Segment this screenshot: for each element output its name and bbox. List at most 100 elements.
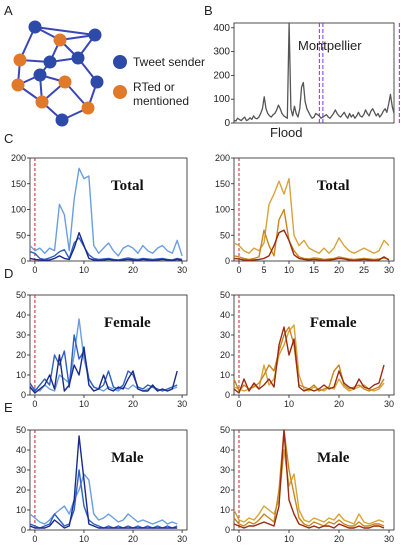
- x-tick-label: 0: [32, 265, 37, 275]
- x-tick-label: 20: [334, 265, 344, 275]
- x-tick-label: 25: [359, 265, 369, 275]
- y-tick-label: 0: [224, 118, 230, 129]
- y-tick-label: 40: [16, 310, 26, 320]
- y-tick-label: 0: [225, 525, 230, 535]
- y-tick-label: 50: [16, 425, 26, 435]
- y-tick-label: 50: [220, 230, 230, 240]
- legend-sender-marker: [113, 55, 127, 69]
- network-node-sender: [90, 75, 104, 89]
- x-tick-label: 20: [128, 265, 138, 275]
- y-tick-label: 40: [220, 445, 230, 455]
- x-tick-label: 0: [236, 399, 241, 409]
- series-line-1: [29, 167, 183, 257]
- series-line-1: [29, 473, 178, 525]
- x-tick-label: 10: [79, 265, 89, 275]
- y-tick-label: 50: [220, 290, 230, 300]
- y-tick-label: 30: [220, 465, 230, 475]
- annotation-flood: Flood: [270, 125, 303, 140]
- x-tick-label: 0: [32, 534, 37, 544]
- y-tick-label: 20: [16, 485, 26, 495]
- plot-frame: [233, 294, 395, 396]
- x-tick-label: 30: [384, 399, 394, 409]
- network-node-rted: [81, 101, 95, 115]
- y-tick-label: 200: [215, 153, 230, 163]
- y-tick-label: 10: [220, 370, 230, 380]
- y-tick-label: 10: [16, 370, 26, 380]
- network-diagram: [11, 20, 104, 127]
- panel-b-chart: 0 100 200 300 400: [213, 22, 400, 129]
- series-line-3: [233, 429, 385, 529]
- panel-title: Male: [317, 450, 350, 466]
- series-line-2: [233, 326, 385, 392]
- panel-d-right-chart: 0 10 20 30 40 50 0 10 20 30 Female: [220, 290, 395, 409]
- series-line-3: [29, 346, 178, 394]
- network-node-rted: [11, 78, 25, 92]
- annotation-montpellier: Montpellier: [298, 38, 362, 53]
- y-tick-label: 30: [16, 330, 26, 340]
- network-node-sender: [88, 28, 102, 42]
- network-node-rted: [35, 95, 49, 109]
- x-tick-label: 20: [334, 399, 344, 409]
- plot-frame: [233, 429, 395, 531]
- y-tick-label: 100: [215, 205, 230, 215]
- y-tick-label: 0: [225, 390, 230, 400]
- panel-label-e: E: [4, 400, 13, 415]
- y-tick-label: 10: [220, 505, 230, 515]
- x-tick-label: 10: [284, 265, 294, 275]
- series-line-2: [233, 208, 390, 261]
- y-tick-label: 0: [21, 390, 26, 400]
- x-tick-label: 10: [79, 399, 89, 409]
- x-tick-label: 5: [261, 265, 266, 275]
- panel-c-right-chart: 0 50 100 150 200 0 5 10 15 20 25 30 Total: [215, 153, 395, 275]
- panel-title: Total: [317, 178, 350, 194]
- series-line-2: [233, 429, 385, 527]
- series-line-2: [29, 237, 183, 261]
- y-tick-label: 300: [213, 47, 230, 58]
- x-tick-label: 20: [334, 534, 344, 544]
- y-tick-label: 40: [16, 445, 26, 455]
- y-tick-label: 30: [220, 330, 230, 340]
- panel-label-d: D: [4, 266, 13, 281]
- y-tick-label: 50: [16, 230, 26, 240]
- panel-title: Female: [104, 315, 151, 331]
- network-node-rted: [58, 75, 72, 89]
- x-tick-label: 30: [177, 265, 187, 275]
- series-line-3: [233, 326, 385, 394]
- plot-frame: [29, 157, 188, 262]
- series-line-1: [233, 22, 395, 122]
- y-tick-label: 30: [16, 465, 26, 475]
- x-tick-label: 10: [284, 399, 294, 409]
- legend-rted-label-1: RTed or: [133, 80, 175, 94]
- panel-label-c: C: [4, 131, 13, 146]
- x-tick-label: 10: [284, 534, 294, 544]
- legend-sender-label: Tweet sender: [133, 55, 205, 69]
- plot-frame: [29, 294, 188, 396]
- network-node-sender: [71, 51, 85, 65]
- plot-frame: [233, 22, 395, 124]
- y-tick-label: 100: [213, 94, 230, 105]
- x-tick-label: 0: [236, 534, 241, 544]
- plot-frame: [29, 429, 188, 531]
- y-tick-label: 50: [220, 425, 230, 435]
- y-tick-label: 0: [225, 256, 230, 266]
- network-node-sender: [55, 113, 69, 127]
- panel-e-right-chart: 0 10 20 30 40 50 0 10 20 30 Male: [220, 425, 395, 544]
- network-node-rted: [13, 53, 27, 67]
- plot-frame: [233, 157, 395, 262]
- network-node-sender: [33, 68, 47, 82]
- network-node-rted: [53, 33, 67, 47]
- series-line-1: [233, 324, 385, 392]
- network-node-sender: [28, 20, 42, 34]
- panel-title: Female: [310, 315, 357, 331]
- series-line-1: [233, 177, 390, 254]
- panel-d-left-chart: 0 10 20 30 40 50 0 10 20 30 Female: [16, 290, 188, 409]
- y-tick-label: 400: [213, 23, 230, 34]
- panel-c-left-chart: 0 50 100 150 200 0 10 20 30 Total: [11, 153, 188, 275]
- network-edge: [34, 26, 96, 36]
- y-tick-label: 0: [21, 256, 26, 266]
- y-tick-label: 200: [213, 70, 230, 81]
- y-tick-label: 100: [11, 205, 26, 215]
- x-tick-label: 30: [177, 534, 187, 544]
- x-tick-label: 30: [177, 399, 187, 409]
